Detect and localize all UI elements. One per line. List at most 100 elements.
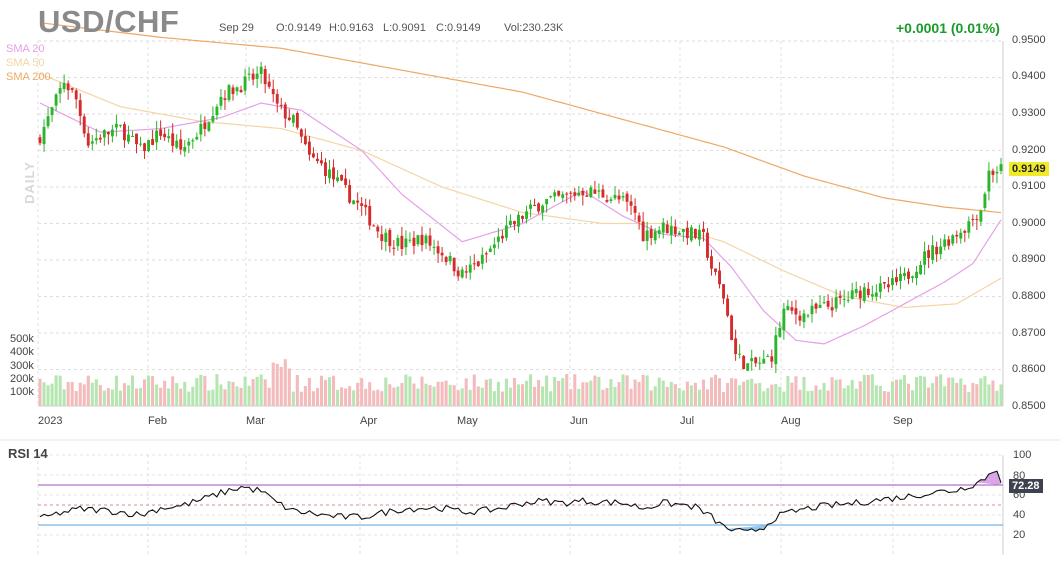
candle-body — [219, 96, 223, 106]
volume-bar — [826, 390, 830, 406]
candle-body — [947, 239, 951, 246]
candle-body — [364, 204, 368, 208]
volume-bar — [303, 386, 307, 406]
candle-body — [790, 307, 794, 311]
candle-body — [460, 269, 464, 278]
volume-bar — [778, 386, 782, 406]
candle-body — [179, 139, 183, 150]
volume-bar — [613, 387, 617, 406]
date-tick: May — [457, 415, 478, 427]
candle-body — [404, 238, 408, 248]
volume-bar — [898, 379, 902, 406]
candle-body — [247, 73, 251, 75]
price-tick: 0.9100 — [1012, 180, 1046, 192]
volume-bar — [782, 391, 786, 406]
candle-body — [951, 235, 955, 244]
candle-body — [685, 227, 689, 238]
candle-body — [677, 232, 681, 235]
candle-body — [971, 218, 975, 220]
volume-bar — [947, 377, 951, 406]
volume-bar — [722, 391, 726, 406]
volume-bar — [657, 377, 661, 406]
volume-bar — [376, 389, 380, 406]
candle-body — [143, 143, 146, 152]
rsi-title: RSI 14 — [8, 446, 48, 461]
volume-bar — [480, 387, 484, 406]
candle-body — [509, 220, 512, 226]
volume-bar — [199, 374, 203, 406]
candle-body — [54, 94, 58, 106]
volume-bar — [500, 391, 504, 406]
candle-body — [94, 138, 98, 141]
candle-body — [199, 123, 203, 135]
volume-bar — [452, 385, 456, 406]
volume-bar — [762, 391, 766, 406]
volume-bar — [818, 389, 822, 406]
candle-body — [605, 199, 609, 202]
candle-body — [846, 299, 850, 301]
volume-bar — [295, 374, 299, 406]
sma50-legend: SMA 50 — [6, 57, 45, 69]
candle-body — [878, 283, 882, 292]
candle-body — [239, 89, 243, 93]
candle-body — [392, 247, 396, 249]
price-tick: 0.8900 — [1012, 253, 1046, 265]
candle-body — [380, 234, 384, 241]
price-tick: 0.9200 — [1012, 144, 1046, 156]
volume-bar — [665, 387, 669, 406]
candle-body — [311, 153, 315, 158]
volume-bar — [215, 374, 219, 406]
candle-body — [911, 276, 914, 278]
volume-bar — [191, 386, 195, 406]
volume-bar — [850, 379, 854, 406]
volume-bar — [786, 375, 790, 406]
volume-bar — [384, 377, 388, 406]
date-tick: Apr — [360, 415, 378, 427]
candle-body — [870, 294, 874, 297]
date-tick: Sep — [893, 415, 913, 427]
volume-bar — [102, 390, 106, 406]
volume-bar — [118, 390, 122, 406]
volume-bar — [50, 383, 54, 406]
candle-body — [565, 193, 569, 195]
volume-bar — [183, 381, 187, 406]
volume-bar — [504, 378, 508, 406]
volume-bar — [565, 374, 569, 406]
volume-bar — [959, 378, 963, 406]
volume-bar — [360, 378, 364, 406]
candle-body — [42, 126, 46, 145]
candle-body — [718, 270, 721, 285]
candle-body — [332, 167, 335, 180]
candle-body — [456, 270, 460, 277]
volume-bar — [830, 377, 834, 406]
rsi-overbought-fill — [976, 471, 1001, 485]
volume-bar — [279, 366, 283, 406]
volume-tick: 500k — [10, 333, 34, 345]
volume-bar — [838, 379, 842, 406]
volume-bar — [681, 390, 685, 406]
volume-bar — [408, 376, 412, 406]
volume-bar — [927, 387, 931, 406]
candle-body — [303, 136, 307, 145]
candle-body — [826, 300, 830, 307]
volume-bar — [834, 379, 838, 406]
candle-body — [356, 200, 360, 203]
low-value: L:0.9091 — [383, 22, 426, 34]
candle-body — [907, 271, 910, 279]
volume-bar — [870, 374, 874, 406]
volume-bar — [167, 388, 171, 406]
candle-body — [983, 193, 987, 208]
volume-bar — [585, 382, 589, 406]
candle-body — [372, 225, 376, 227]
candle-body — [999, 164, 1003, 172]
candle-body — [135, 133, 138, 145]
volume-bar — [444, 380, 448, 406]
candle-body — [352, 200, 356, 205]
price-tick: 0.9300 — [1012, 107, 1046, 119]
candle-body — [714, 268, 717, 272]
volume-bar — [995, 390, 999, 406]
candle-body — [706, 232, 709, 258]
volume-bar — [661, 380, 665, 406]
volume-bar — [356, 382, 360, 406]
volume-bar — [291, 391, 295, 406]
